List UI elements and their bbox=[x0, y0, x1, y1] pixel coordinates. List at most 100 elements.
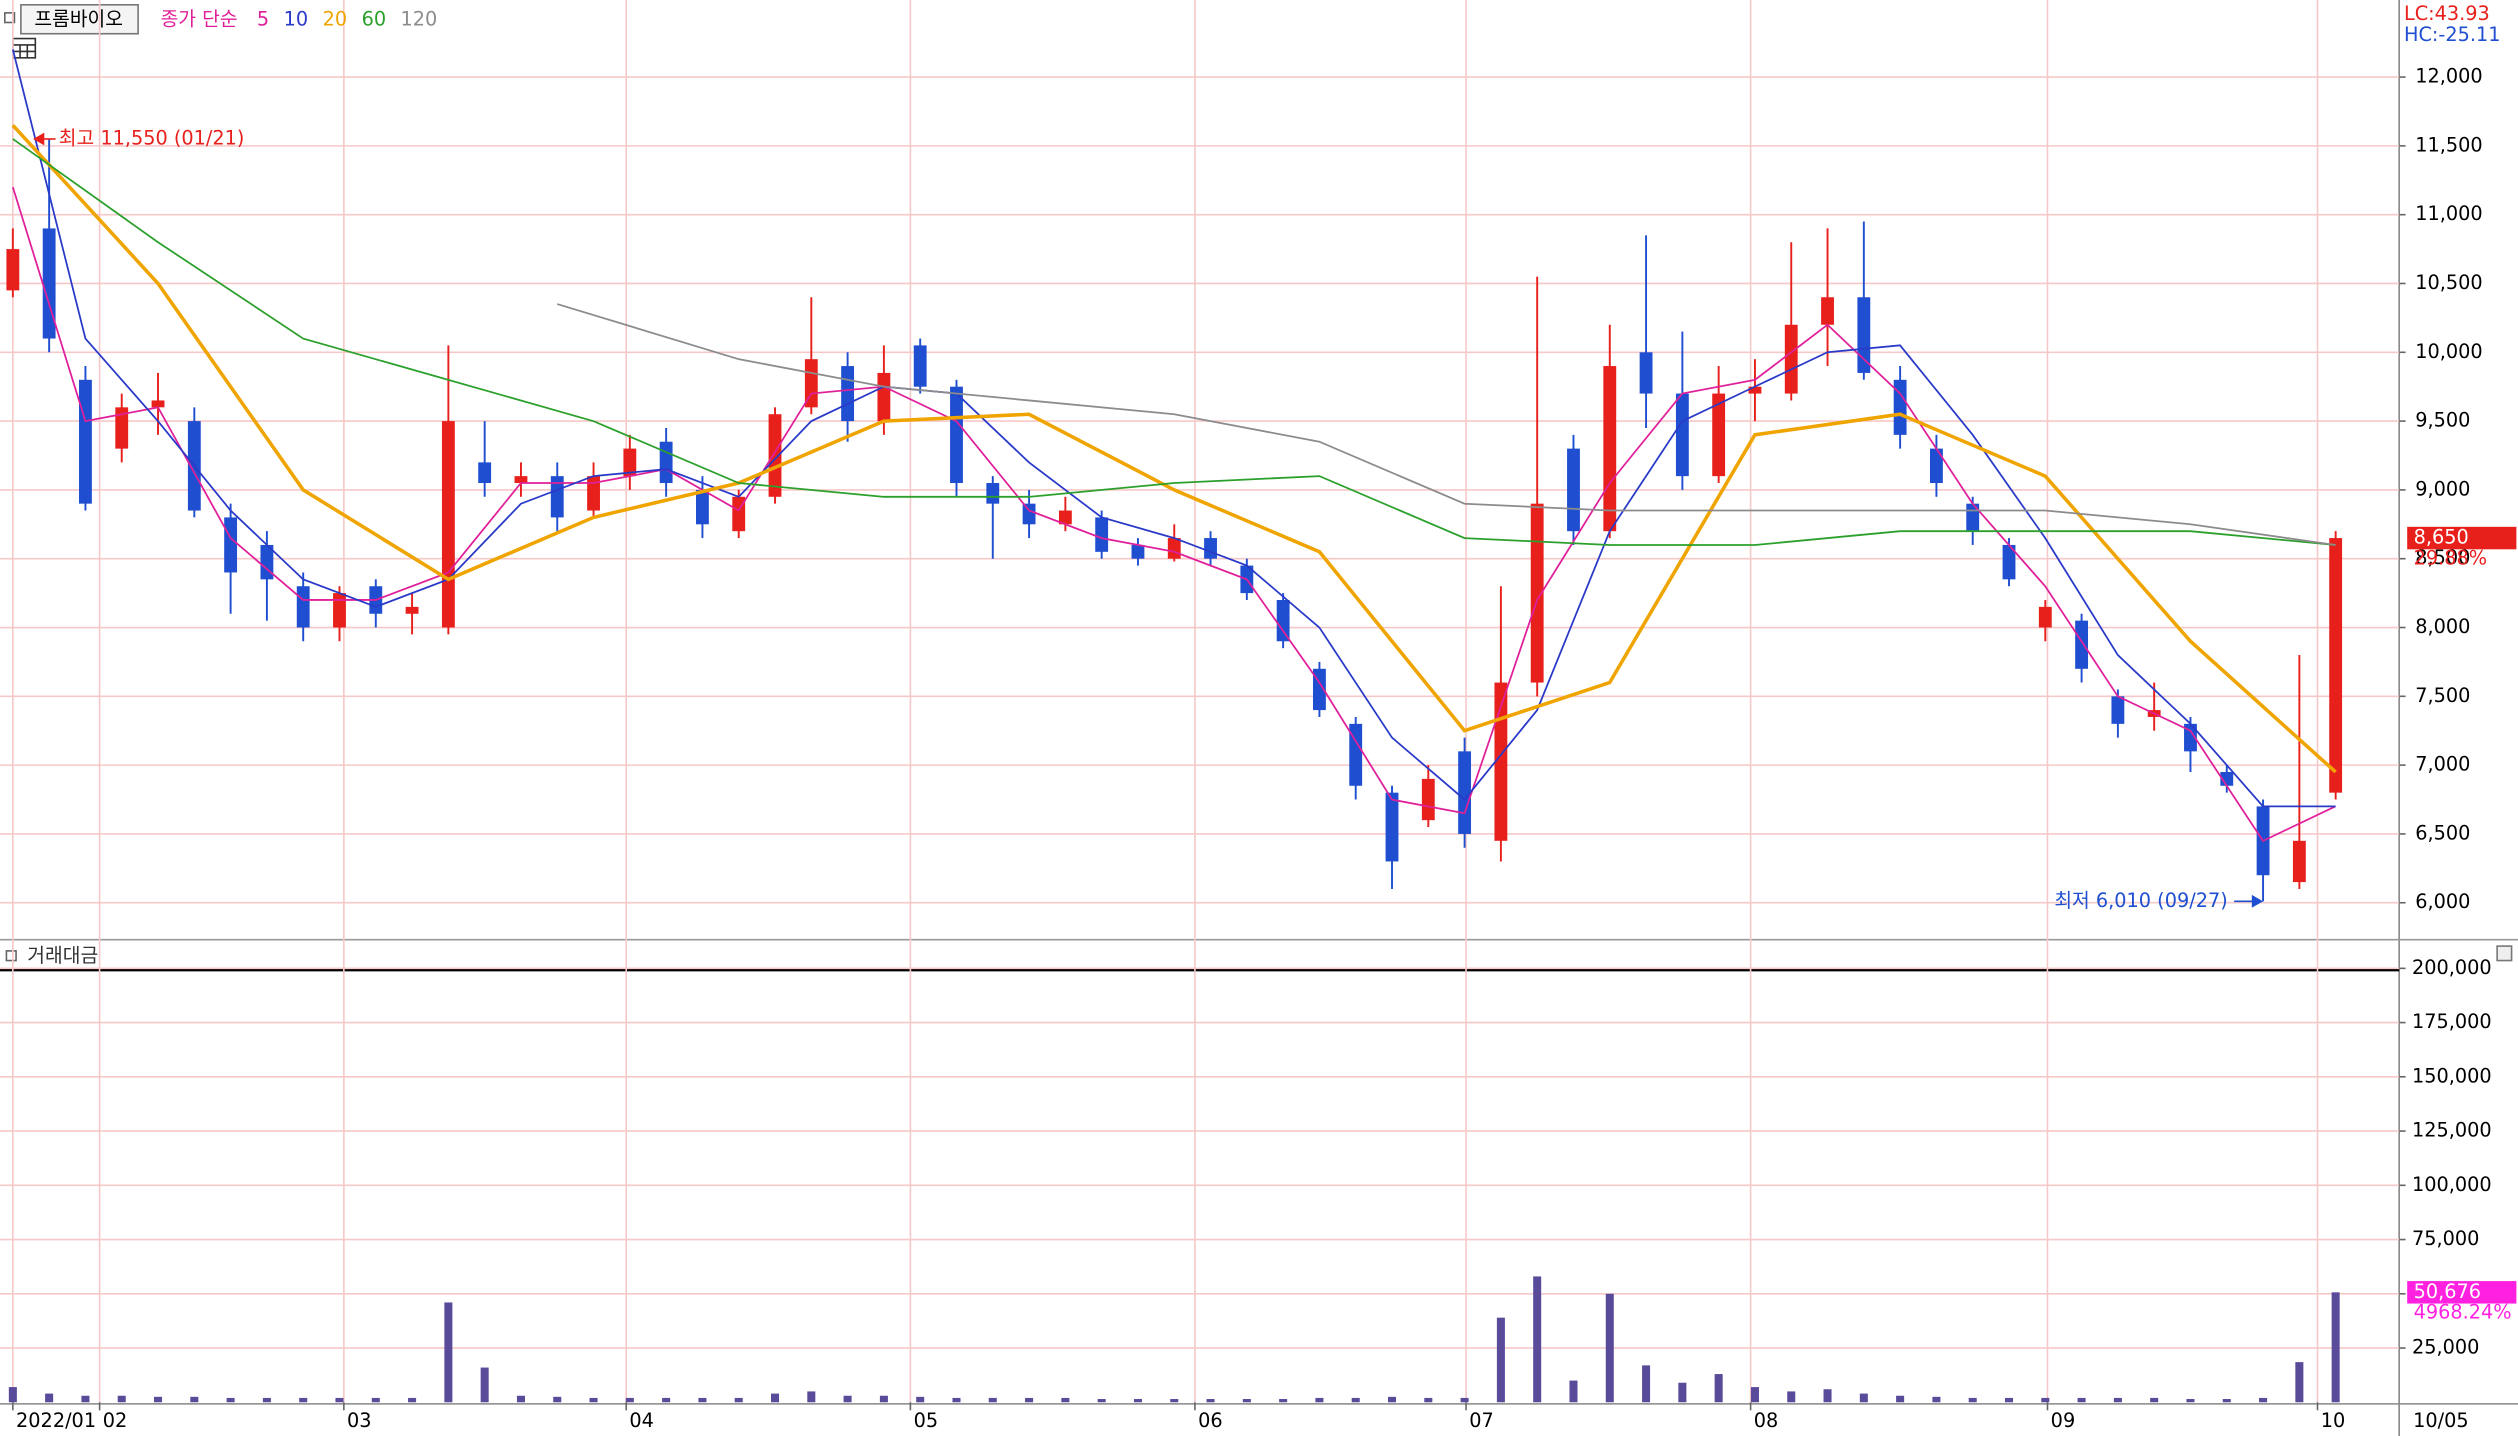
volume-bar bbox=[879, 1395, 888, 1403]
y-tick-label: 11,000 bbox=[2415, 202, 2482, 225]
volume-bar bbox=[1133, 1399, 1142, 1403]
volume-title: 거래대금 bbox=[27, 944, 98, 967]
stock-name: 프롬바이오 bbox=[34, 8, 123, 31]
candle-body bbox=[1603, 366, 1617, 532]
volume-bar bbox=[1315, 1397, 1324, 1403]
volume-bar bbox=[771, 1393, 780, 1403]
x-tick-label: 02 bbox=[103, 1409, 128, 1432]
candle-body bbox=[224, 517, 238, 573]
volume-bar bbox=[1351, 1397, 1360, 1403]
change-label: 4968.24% bbox=[2414, 1301, 2512, 1324]
y-tick-label: 10,500 bbox=[2415, 271, 2482, 294]
volume-bar bbox=[734, 1397, 743, 1403]
current-date: 10/05 bbox=[2413, 1409, 2469, 1432]
candle-body bbox=[804, 359, 818, 408]
x-tick-label: 2022/01 bbox=[16, 1409, 96, 1432]
pane-button[interactable] bbox=[2496, 945, 2513, 962]
volume-bar bbox=[2077, 1397, 2086, 1403]
volume-bar bbox=[1242, 1399, 1251, 1403]
candle-body bbox=[1167, 538, 1181, 559]
candle-body bbox=[1784, 324, 1798, 394]
volume-bar bbox=[408, 1397, 417, 1403]
ma-line bbox=[12, 186, 2336, 843]
y-tick-label: 175,000 bbox=[2412, 1010, 2492, 1033]
y-tick-label: 100,000 bbox=[2412, 1173, 2492, 1196]
y-tick-label: 9,500 bbox=[2415, 409, 2470, 432]
ma-line bbox=[11, 49, 2336, 808]
candle-body bbox=[1385, 792, 1399, 862]
volume-bar bbox=[335, 1397, 344, 1403]
volume-bar bbox=[2222, 1399, 2231, 1403]
candle-body bbox=[1058, 510, 1072, 525]
y-tick-label: 6,500 bbox=[2415, 821, 2470, 844]
volume-bar bbox=[2150, 1397, 2159, 1403]
volume-bar bbox=[1605, 1293, 1614, 1403]
candle-body bbox=[2038, 606, 2052, 628]
volume-bar bbox=[371, 1397, 380, 1403]
ma-line bbox=[11, 124, 2337, 774]
volume-bar bbox=[190, 1396, 199, 1403]
legend-entry: 120 bbox=[401, 8, 438, 31]
legend-entry: 5 bbox=[257, 8, 269, 31]
volume-bar bbox=[480, 1367, 489, 1403]
candle-body bbox=[659, 441, 673, 484]
candle-body bbox=[950, 386, 963, 484]
volume-bar bbox=[2259, 1397, 2268, 1403]
change-label: 29.88% bbox=[2414, 546, 2487, 569]
volume-bar bbox=[2041, 1397, 2050, 1403]
x-tick-label: 10 bbox=[2321, 1409, 2346, 1432]
candle-body bbox=[115, 407, 129, 449]
candle-body bbox=[841, 366, 855, 422]
volume-bar bbox=[1968, 1397, 1977, 1403]
candle-body bbox=[151, 400, 165, 408]
price-marker bbox=[2407, 526, 2517, 550]
y-tick-label: 6,000 bbox=[2415, 890, 2470, 913]
candle-body bbox=[1675, 393, 1689, 477]
volume-bar bbox=[1424, 1397, 1433, 1403]
candle-body bbox=[441, 421, 455, 628]
candle-body bbox=[1530, 503, 1544, 683]
volume-bar bbox=[299, 1397, 308, 1403]
volume-bar bbox=[2295, 1362, 2304, 1403]
volume-bar bbox=[988, 1397, 997, 1403]
candle-body bbox=[1567, 448, 1580, 532]
candle-body bbox=[986, 483, 1000, 504]
volume-bar bbox=[1896, 1395, 1905, 1403]
y-tick-label: 150,000 bbox=[2412, 1064, 2492, 1087]
y-tick-label: 9,000 bbox=[2415, 477, 2470, 500]
calendar-icon[interactable] bbox=[12, 37, 37, 59]
candle-body bbox=[2329, 538, 2343, 793]
volume-bar bbox=[698, 1397, 707, 1403]
price-marker-label: 8,650 bbox=[2414, 526, 2469, 549]
volume-bar bbox=[1787, 1391, 1796, 1403]
volume-bars bbox=[8, 1276, 2340, 1403]
volume-bar bbox=[45, 1393, 54, 1403]
pane-icon bbox=[4, 12, 16, 24]
y-tick-label: 8,500 bbox=[2415, 546, 2470, 569]
candle-body bbox=[2002, 544, 2016, 580]
volume-marker bbox=[2407, 1281, 2517, 1304]
candle-body bbox=[42, 228, 56, 339]
volume-bar bbox=[117, 1395, 126, 1403]
volume-bar bbox=[1569, 1380, 1578, 1403]
volume-bar bbox=[916, 1396, 925, 1403]
candle-body bbox=[1857, 297, 1871, 373]
volume-bar bbox=[2004, 1397, 2014, 1403]
volume-bar bbox=[2186, 1399, 2195, 1403]
volume-bar bbox=[807, 1391, 816, 1403]
candle-body bbox=[2111, 696, 2125, 724]
volume-bar bbox=[553, 1396, 562, 1403]
volume-bar bbox=[1170, 1399, 1179, 1403]
candle-body bbox=[405, 606, 419, 614]
y-tick-label: 25,000 bbox=[2412, 1336, 2479, 1359]
y-tick-label: 7,000 bbox=[2415, 753, 2470, 776]
candle-body bbox=[587, 476, 600, 511]
annotation: 최저 6,010 (09/27) bbox=[2054, 889, 2227, 912]
volume-bar bbox=[1859, 1393, 1868, 1403]
volume-bar bbox=[2331, 1292, 2340, 1403]
volume-bar bbox=[1932, 1396, 1941, 1403]
candle-body bbox=[2292, 840, 2306, 883]
volume-bar bbox=[1496, 1317, 1505, 1403]
x-tick-label: 07 bbox=[1469, 1409, 1494, 1432]
title-box[interactable] bbox=[20, 4, 139, 35]
